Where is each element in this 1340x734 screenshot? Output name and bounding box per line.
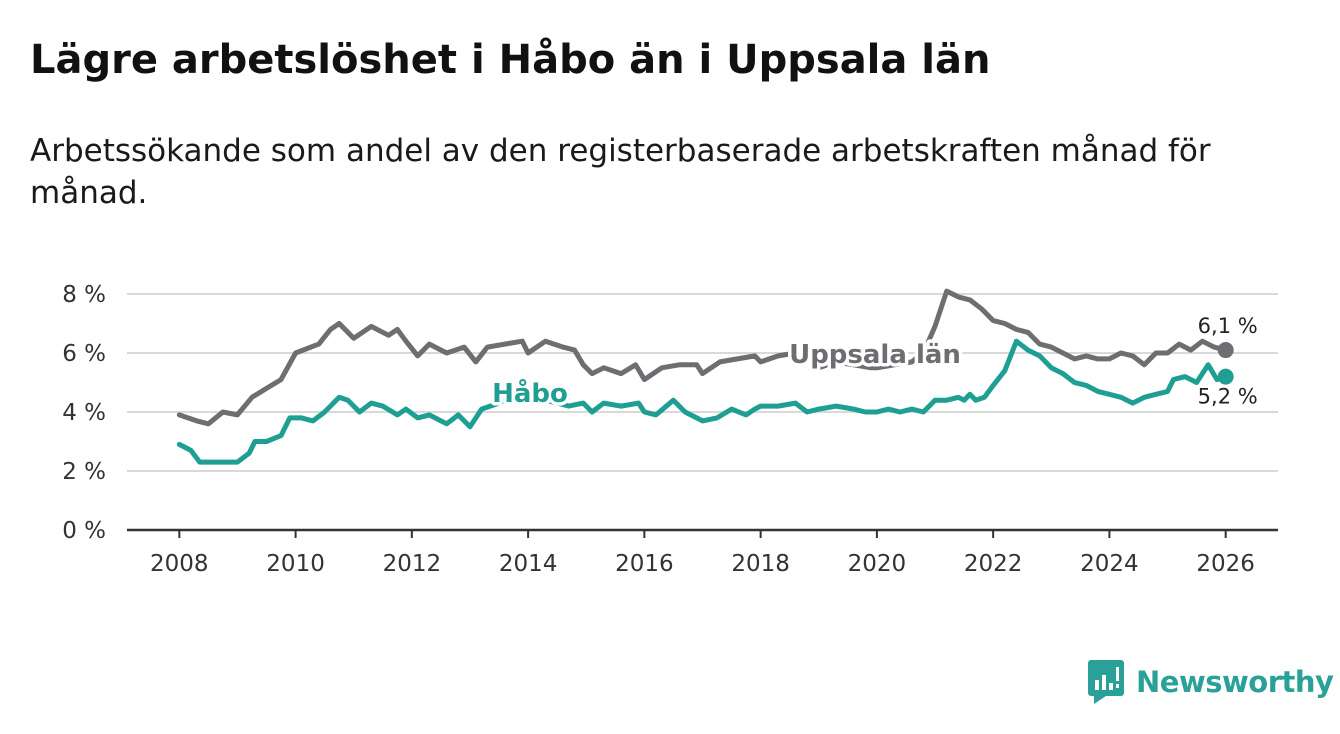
brand-name: Newsworthy [1136, 665, 1334, 699]
y-tick-label: 4 % [62, 400, 106, 426]
y-tick-label: 8 % [62, 282, 106, 308]
newsworthy-logo-icon [1088, 660, 1124, 704]
x-tick-label: 2012 [383, 551, 442, 577]
chart-title: Lägre arbetslöshet i Håbo än i Uppsala l… [30, 37, 991, 83]
newsworthy-logo: Newsworthy [1088, 660, 1334, 704]
series-end-dot-uppsala-l-n [1217, 342, 1234, 359]
x-tick-label: 2024 [1080, 551, 1139, 577]
line-chart: 0 % 2 % 4 % 6 % 8 % 2008 2010 2012 2014 2016 2018… [62, 282, 1278, 577]
series-line-uppsala-l-n [176, 288, 1229, 427]
x-tick-label: 2020 [848, 551, 907, 577]
y-tick-label: 0 % [62, 518, 106, 544]
x-tick-label: 2026 [1196, 551, 1255, 577]
series-label-h-bo: Håbo [492, 377, 568, 409]
end-value-label-h-bo: 5,2 % [1198, 385, 1258, 409]
y-tick-label: 2 % [62, 459, 106, 485]
y-tick-label: 6 % [62, 341, 106, 367]
x-tick-label: 2016 [615, 551, 674, 577]
x-tick-label: 2018 [731, 551, 790, 577]
series-end-dot-h-bo [1217, 368, 1234, 385]
series-label-uppsala-l-n: Uppsala län [789, 340, 961, 370]
series-line-h-bo [176, 338, 1229, 465]
x-tick-label: 2008 [150, 551, 209, 577]
x-tick-label: 2010 [266, 551, 325, 577]
chart-subtitle: Arbetssökande som andel av den registerb… [30, 133, 1211, 211]
x-tick-label: 2022 [964, 551, 1023, 577]
end-value-label-uppsala-l-n: 6,1 % [1198, 314, 1258, 338]
x-tick-label: 2014 [499, 551, 558, 577]
